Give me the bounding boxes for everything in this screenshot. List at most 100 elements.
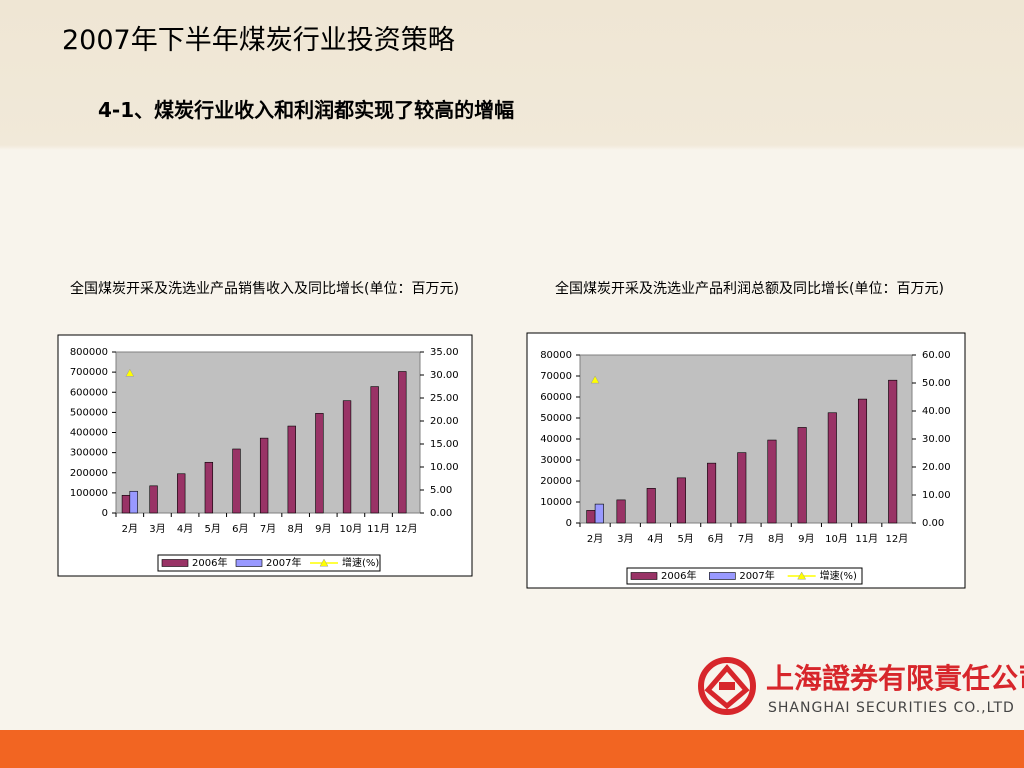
bar [177, 473, 186, 514]
y-tick-label: 50000 [540, 413, 572, 424]
chart-title: 全国煤炭开采及洗选业产品销售收入及同比增长(单位：百万元) [70, 281, 459, 297]
y-tick-label: 100000 [70, 488, 108, 499]
x-tick-label: 7月 [260, 523, 276, 535]
bar [121, 494, 131, 514]
legend-label: 增速(%) [342, 556, 379, 569]
legend-swatch [709, 572, 736, 580]
bar [232, 448, 241, 514]
bar [707, 462, 717, 524]
legend-swatch [797, 571, 807, 580]
bar [676, 477, 686, 524]
y-tick-label: 10000 [540, 497, 572, 508]
y2-tick-label: 20.00 [430, 416, 459, 427]
x-tick-label: 9月 [798, 533, 814, 545]
x-tick-label: 11月 [855, 533, 878, 545]
y2-tick-label: 15.00 [430, 439, 459, 450]
y2-tick-label: 60.00 [922, 350, 951, 361]
y2-tick-label: 50.00 [922, 378, 951, 389]
legend-swatch [630, 572, 658, 580]
x-tick-label: 12月 [886, 533, 909, 545]
slide-title: 2007年下半年煤炭行业投资策略 [62, 25, 455, 56]
bar [767, 439, 777, 524]
x-tick-label: 3月 [149, 523, 165, 535]
x-tick-label: 3月 [617, 533, 633, 545]
y-tick-label: 800000 [70, 347, 108, 358]
bar [616, 499, 626, 524]
y-tick-label: 0 [102, 508, 108, 519]
y2-tick-label: 0.00 [430, 508, 452, 519]
x-tick-label: 10月 [340, 523, 363, 535]
y-tick-label: 700000 [70, 367, 108, 378]
bar [646, 488, 656, 524]
bar [857, 398, 868, 524]
legend-box [157, 554, 381, 572]
bar [737, 452, 747, 524]
bar [594, 503, 604, 524]
y2-tick-label: 10.00 [922, 490, 951, 501]
x-tick-label: 4月 [177, 523, 193, 535]
x-tick-label: 9月 [315, 523, 331, 535]
legend-swatch [235, 559, 263, 567]
x-tick-label: 5月 [677, 533, 693, 545]
y2-tick-label: 40.00 [922, 406, 951, 417]
line-marker [590, 375, 600, 384]
y-tick-label: 70000 [540, 371, 572, 382]
bar [315, 413, 324, 514]
logo: 上海證券有限責任公司 SHANGHAI SECURITIES CO.,LTD [698, 657, 1024, 716]
footer-bar [0, 730, 1024, 768]
slide-subtitle: 4-1、煤炭行业收入和利润都实现了较高的增幅 [98, 98, 515, 122]
bar [342, 400, 352, 514]
legend-box [626, 567, 863, 585]
y2-tick-label: 25.00 [430, 393, 459, 404]
y-tick-label: 0 [566, 518, 572, 529]
bar [586, 510, 596, 524]
bar [259, 437, 269, 514]
y2-tick-label: 5.00 [430, 485, 452, 496]
y-tick-label: 30000 [540, 455, 572, 466]
x-tick-label: 6月 [708, 533, 724, 545]
y2-tick-label: 30.00 [430, 370, 459, 381]
legend-label: 2007年 [266, 556, 301, 569]
legend-label: 增速(%) [820, 569, 857, 582]
y2-tick-label: 30.00 [922, 434, 951, 445]
company-name-cn: 上海證券有限責任公司 [766, 662, 1024, 695]
bar [827, 412, 837, 524]
x-tick-label: 11月 [367, 523, 390, 535]
x-tick-label: 7月 [738, 533, 754, 545]
y-tick-label: 20000 [540, 476, 572, 487]
y2-tick-label: 35.00 [430, 347, 459, 358]
bar [287, 425, 296, 514]
y-tick-label: 300000 [70, 448, 108, 459]
bar [398, 371, 407, 514]
y2-tick-label: 20.00 [922, 462, 951, 473]
bar [888, 379, 898, 524]
bar [797, 427, 807, 524]
chart-title: 全国煤炭开采及洗选业产品利润总额及同比增长(单位：百万元) [555, 281, 944, 297]
x-tick-label: 6月 [232, 523, 248, 535]
legend-label: 2007年 [739, 569, 774, 582]
y-tick-label: 600000 [70, 387, 108, 398]
x-tick-label: 8月 [287, 523, 303, 535]
x-tick-label: 2月 [587, 533, 603, 545]
company-name-en: SHANGHAI SECURITIES CO.,LTD [768, 700, 1015, 716]
bar [149, 485, 158, 514]
x-tick-label: 5月 [205, 523, 221, 535]
x-tick-label: 10月 [825, 533, 848, 545]
x-tick-label: 4月 [647, 533, 663, 545]
bar [204, 461, 214, 514]
x-tick-label: 8月 [768, 533, 784, 545]
y2-tick-label: 0.00 [922, 518, 944, 529]
y-tick-label: 400000 [70, 428, 108, 439]
bar [370, 386, 379, 514]
legend-swatch [319, 558, 329, 567]
y-tick-label: 500000 [70, 407, 108, 418]
y-tick-label: 80000 [540, 350, 572, 361]
line-marker [125, 368, 135, 377]
y-tick-label: 60000 [540, 392, 572, 403]
y2-tick-label: 10.00 [430, 462, 459, 473]
y-tick-label: 200000 [70, 468, 108, 479]
x-tick-label: 2月 [122, 523, 138, 535]
x-tick-label: 12月 [395, 523, 418, 535]
